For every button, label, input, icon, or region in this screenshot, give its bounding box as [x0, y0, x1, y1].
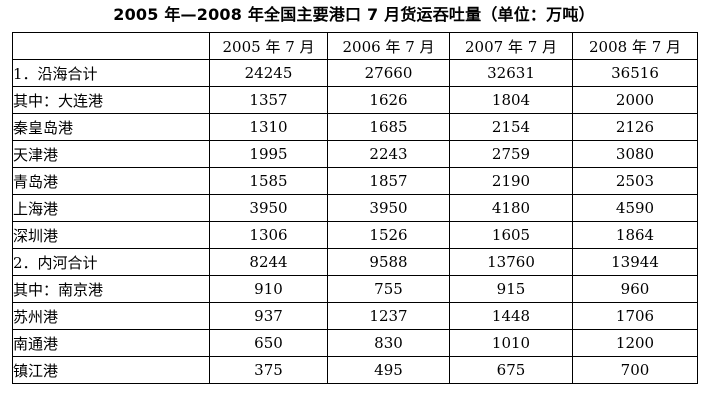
- table-cell: 1585: [209, 167, 328, 195]
- header-cell-2007-07: 2007 年 7 月: [449, 32, 573, 60]
- table-row: 深圳港 1306 1526 1605 1864: [12, 221, 698, 249]
- table-row: 上海港 3950 3950 4180 4590: [12, 194, 698, 222]
- row-label-nanjing: 其中：南京港: [12, 275, 210, 303]
- header-row: 2005 年 7 月 2006 年 7 月 2007 年 7 月 2008 年 …: [12, 32, 698, 60]
- row-label-tianjin: 天津港: [12, 140, 210, 168]
- table-cell: 937: [209, 302, 328, 330]
- table-cell: 3080: [572, 140, 698, 168]
- table-cell: 4590: [572, 194, 698, 222]
- table-row: 秦皇岛港 1310 1685 2154 2126: [12, 113, 698, 141]
- port-throughput-table: 2005 年 7 月 2006 年 7 月 2007 年 7 月 2008 年 …: [12, 32, 698, 384]
- table-cell: 830: [327, 329, 450, 357]
- table-cell: 915: [449, 275, 573, 303]
- row-label-zhenjiang: 镇江港: [12, 356, 210, 384]
- table-cell: 1448: [449, 302, 573, 330]
- row-label-dalian: 其中：大连港: [12, 86, 210, 114]
- table-cell: 910: [209, 275, 328, 303]
- table-cell: 1200: [572, 329, 698, 357]
- table-cell: 495: [327, 356, 450, 384]
- table-cell: 700: [572, 356, 698, 384]
- table-cell: 36516: [572, 59, 698, 87]
- table-row: 2．内河合计 8244 9588 13760 13944: [12, 248, 698, 276]
- row-label-coastal-total: 1．沿海合计: [12, 59, 210, 87]
- table-cell: 1237: [327, 302, 450, 330]
- table-cell: 755: [327, 275, 450, 303]
- table-row: 青岛港 1585 1857 2190 2503: [12, 167, 698, 195]
- table-row: 苏州港 937 1237 1448 1706: [12, 302, 698, 330]
- table-row: 其中：南京港 910 755 915 960: [12, 275, 698, 303]
- table-cell: 1310: [209, 113, 328, 141]
- table-row: 天津港 1995 2243 2759 3080: [12, 140, 698, 168]
- table-cell: 675: [449, 356, 573, 384]
- table-title: 2005 年—2008 年全国主要港口 7 月货运吞吐量（单位：万吨）: [113, 5, 595, 24]
- row-label-nantong: 南通港: [12, 329, 210, 357]
- table-cell: 650: [209, 329, 328, 357]
- table-cell: 2243: [327, 140, 450, 168]
- table-cell: 24245: [209, 59, 328, 87]
- header-cell-2008-07: 2008 年 7 月: [572, 32, 698, 60]
- table-cell: 1706: [572, 302, 698, 330]
- row-label-shenzhen: 深圳港: [12, 221, 210, 249]
- table-cell: 3950: [327, 194, 450, 222]
- table-cell: 2190: [449, 167, 573, 195]
- header-cell-2005-07: 2005 年 7 月: [209, 32, 328, 60]
- table-cell: 1857: [327, 167, 450, 195]
- table-cell: 2503: [572, 167, 698, 195]
- table-row: 其中：大连港 1357 1626 1804 2000: [12, 86, 698, 114]
- table-row: 南通港 650 830 1010 1200: [12, 329, 698, 357]
- table-cell: 1010: [449, 329, 573, 357]
- row-label-shanghai: 上海港: [12, 194, 210, 222]
- table-cell: 13760: [449, 248, 573, 276]
- table-cell: 375: [209, 356, 328, 384]
- row-label-suzhou: 苏州港: [12, 302, 210, 330]
- table-cell: 2126: [572, 113, 698, 141]
- table-cell: 1306: [209, 221, 328, 249]
- header-cell-blank: [12, 32, 210, 60]
- table-cell: 1626: [327, 86, 450, 114]
- row-label-qinhuangdao: 秦皇岛港: [12, 113, 210, 141]
- table-cell: 1995: [209, 140, 328, 168]
- row-label-inland-total: 2．内河合计: [12, 248, 210, 276]
- table-cell: 1864: [572, 221, 698, 249]
- table-row: 镇江港 375 495 675 700: [12, 356, 698, 384]
- row-label-qingdao: 青岛港: [12, 167, 210, 195]
- table-row: 1．沿海合计 24245 27660 32631 36516: [12, 59, 698, 87]
- header-cell-2006-07: 2006 年 7 月: [327, 32, 450, 60]
- table-cell: 1526: [327, 221, 450, 249]
- table-cell: 32631: [449, 59, 573, 87]
- table-cell: 2000: [572, 86, 698, 114]
- table-cell: 1804: [449, 86, 573, 114]
- table-cell: 2759: [449, 140, 573, 168]
- table-cell: 1605: [449, 221, 573, 249]
- table-cell: 4180: [449, 194, 573, 222]
- table-cell: 27660: [327, 59, 450, 87]
- table-cell: 8244: [209, 248, 328, 276]
- table-cell: 9588: [327, 248, 450, 276]
- table-cell: 1685: [327, 113, 450, 141]
- table-cell: 3950: [209, 194, 328, 222]
- table-cell: 2154: [449, 113, 573, 141]
- table-cell: 1357: [209, 86, 328, 114]
- table-cell: 960: [572, 275, 698, 303]
- table-cell: 13944: [572, 248, 698, 276]
